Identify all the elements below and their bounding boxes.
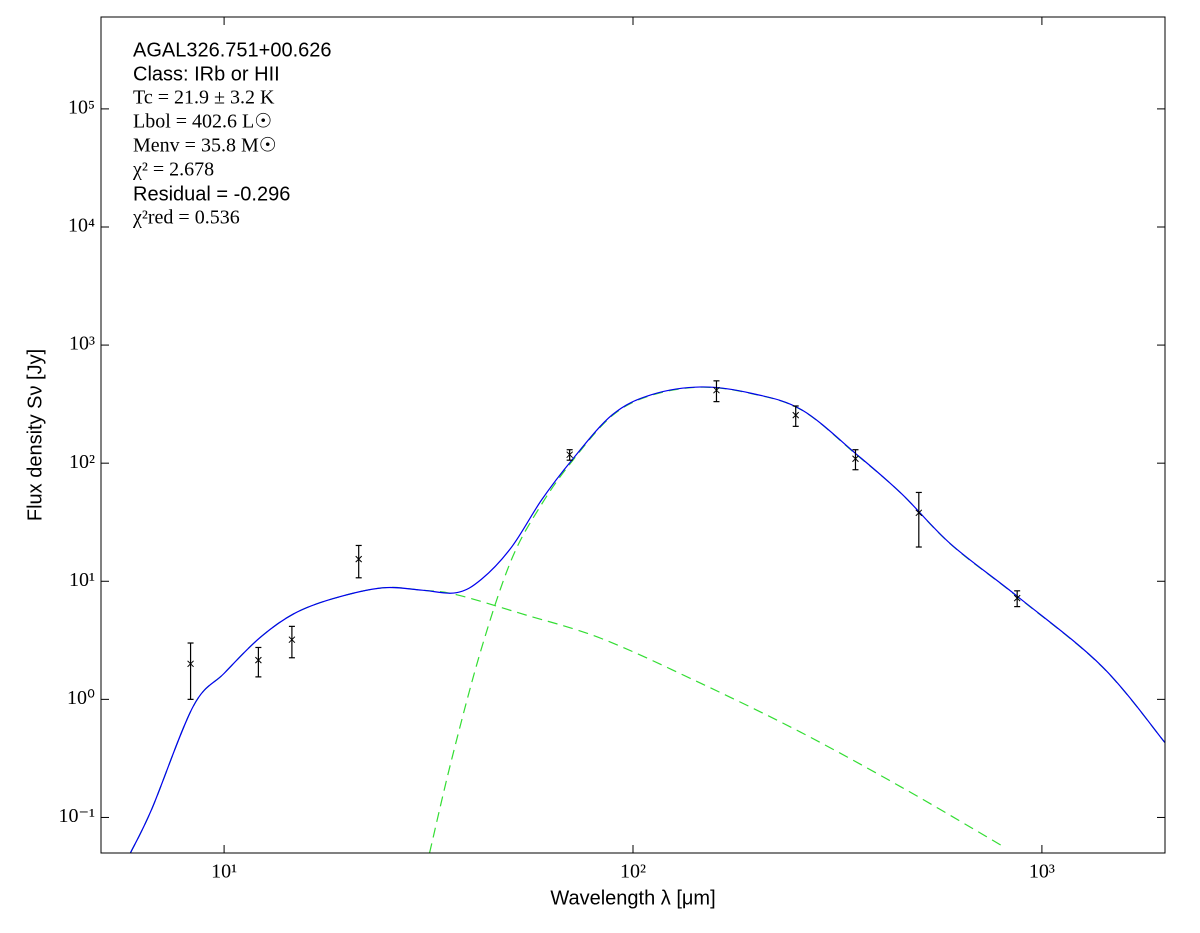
- error-bar: [713, 380, 720, 403]
- data-point: [852, 455, 859, 463]
- data-point: [566, 451, 574, 459]
- marker-stroke: [915, 509, 923, 517]
- y-tick-label: 10⁰: [67, 687, 95, 709]
- y-tick-label: 10¹: [69, 569, 95, 591]
- annotation: χ² = 2.678: [132, 159, 214, 181]
- marker-stroke: [288, 636, 296, 644]
- y-tick-label: 10³: [69, 333, 95, 355]
- annotation: Class: IRb or HII: [133, 63, 280, 85]
- x-tick-label: 10³: [1029, 861, 1055, 883]
- marker-stroke: [255, 656, 262, 664]
- data-point: [713, 386, 720, 394]
- annotation: χ²red = 0.536: [132, 207, 240, 229]
- y-tick-label: 10⁵: [68, 96, 95, 118]
- error-bar: [255, 646, 262, 678]
- data-point: [355, 555, 363, 563]
- data-point: [1013, 594, 1021, 602]
- data-point: [915, 509, 923, 517]
- error-bar: [187, 642, 194, 700]
- y-tick-label: 10⁴: [68, 215, 95, 237]
- error-bar: [852, 449, 859, 471]
- x-tick-label: 10²: [620, 861, 646, 883]
- marker-stroke: [1013, 594, 1021, 602]
- y-tick-label: 10²: [69, 451, 95, 473]
- model-curve: [428, 386, 1165, 853]
- y-tick-label: 10⁻¹: [58, 805, 95, 827]
- data-point: [255, 656, 262, 664]
- marker-stroke: [713, 386, 720, 394]
- data-point: [792, 411, 800, 419]
- plot-area: [129, 380, 1165, 853]
- annotation: Menv = 35.8 M☉: [133, 135, 277, 157]
- y-axis-label: Flux density Sν [Jy]: [24, 349, 46, 521]
- annotation: Lbol = 402.6 L☉: [133, 111, 272, 133]
- error-bar: [355, 544, 362, 579]
- annotation: Tc = 21.9 ± 3.2 K: [133, 87, 275, 109]
- x-axis-label: Wavelength λ [μm]: [550, 887, 715, 909]
- annotation: AGAL326.751+00.626: [133, 39, 332, 61]
- marker-stroke: [792, 411, 800, 419]
- data-point: [187, 660, 194, 668]
- error-bar: [288, 625, 295, 659]
- plot-frame: [100, 16, 1166, 854]
- model-curve: [129, 386, 1165, 853]
- marker-stroke: [355, 555, 363, 563]
- marker-stroke: [566, 451, 574, 459]
- data-point: [288, 636, 296, 644]
- x-tick-label: 10¹: [211, 861, 237, 883]
- marker-stroke: [852, 455, 859, 463]
- error-bar: [915, 491, 922, 548]
- error-bar: [792, 405, 799, 427]
- model-curve: [129, 586, 1002, 853]
- marker-stroke: [187, 660, 194, 668]
- annotation: Residual = -0.296: [133, 183, 290, 205]
